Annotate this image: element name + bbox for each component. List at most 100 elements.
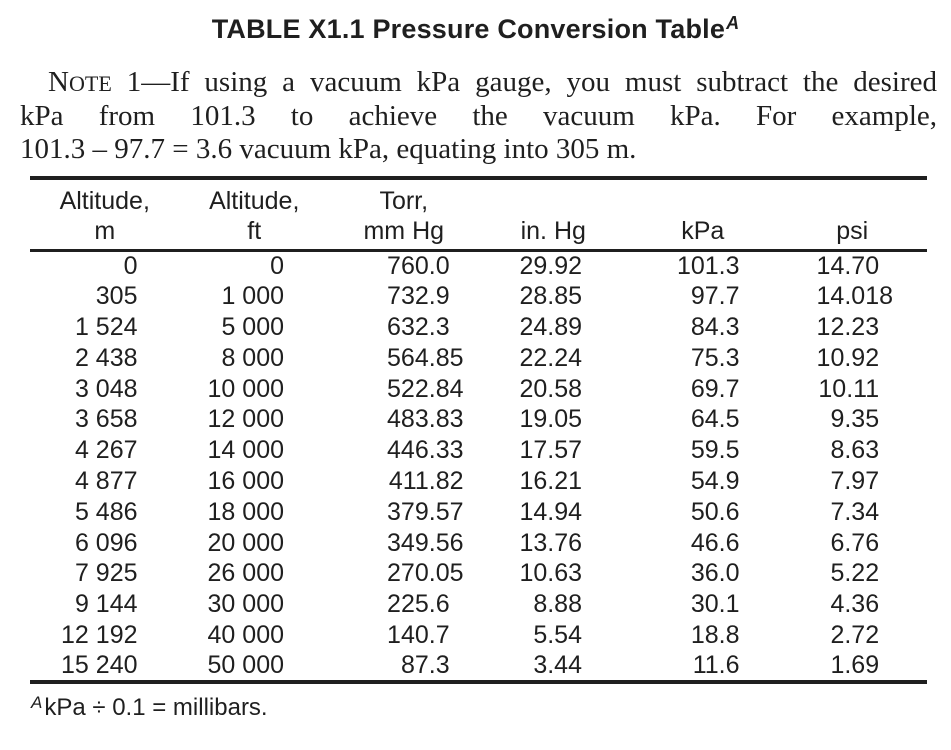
cell-value: 10 000 <box>207 374 284 403</box>
table-cell: 75.3 <box>628 343 778 374</box>
note-lead-in: 1— <box>111 66 171 98</box>
cell-value: 7.97 <box>830 466 880 495</box>
table-cell: 10 000 <box>180 374 330 405</box>
cell-value: 17.57 <box>519 436 582 465</box>
note-paragraph: NOTE 1—If using a vacuum kPa gauge, you … <box>20 66 937 166</box>
cell-value: 483.83 <box>387 405 464 434</box>
cell-value: 6.76 <box>830 528 880 557</box>
cell-value: 8.63 <box>830 436 880 465</box>
cell-value: 18 000 <box>207 497 284 526</box>
table-cell: 3.44 <box>479 651 629 682</box>
cell-value: 7.34 <box>830 497 880 526</box>
cell-value: 14.94 <box>519 497 582 526</box>
table-cell: 50.6 <box>628 497 778 528</box>
table-row: 15 240 50 000 87.3 3.44 11.6 1.69 <box>30 651 927 682</box>
table-footnote: AkPa ÷ 0.1 = millibars. <box>31 693 268 722</box>
table-cell: 5.22 <box>778 558 928 589</box>
pressure-conversion-table-wrap: Altitude, m Altitude, ft Torr, mm Hg in. Hg kPa… <box>30 176 927 684</box>
cell-value: 29.92 <box>519 252 582 281</box>
cell-value: 379.57 <box>387 497 464 526</box>
table-row: 2 438 8 000 564.85 22.24 75.3 10.92 <box>30 343 927 374</box>
cell-value: 10.11 <box>818 374 880 403</box>
table-header-row: Altitude, m Altitude, ft Torr, mm Hg in. Hg kPa… <box>30 178 927 252</box>
cell-value: 632.3 <box>387 312 450 341</box>
table-cell: 0 <box>30 251 180 282</box>
cell-value: 760.0 <box>387 252 450 281</box>
cell-value: 5.54 <box>533 620 582 649</box>
table-cell: 17.57 <box>479 435 629 466</box>
cell-value: 14.018 <box>816 282 893 311</box>
cell-value: 50.6 <box>690 497 740 526</box>
cell-value: 10.92 <box>816 343 880 372</box>
cell-value: 349.56 <box>387 528 464 557</box>
cell-value: 64.5 <box>690 405 740 434</box>
table-cell: 87.3 <box>329 651 479 682</box>
table-cell: 97.7 <box>628 281 778 312</box>
table-cell: 13.76 <box>479 528 629 559</box>
column-header-6: psi <box>777 178 927 252</box>
cell-value: 30.1 <box>690 590 740 619</box>
table-cell: 4 267 <box>30 435 180 466</box>
table-cell: 14.94 <box>479 497 629 528</box>
column-header-line: Altitude, <box>209 187 300 215</box>
cell-value: 2.72 <box>830 620 880 649</box>
cell-value: 8.88 <box>533 590 582 619</box>
table-cell: 1.69 <box>778 651 928 682</box>
cell-value: 12 000 <box>207 405 284 434</box>
column-header-2: Altitude, ft <box>179 178 329 252</box>
table-cell: 7 925 <box>30 558 180 589</box>
table-row: 0 0 760.0 29.92 101.3 14.70 <box>30 251 927 282</box>
table-row: 1 524 5 000 632.3 24.89 84.3 12.23 <box>30 312 927 343</box>
table-cell: 522.84 <box>329 374 479 405</box>
table-cell: 22.24 <box>479 343 629 374</box>
column-header-line: ft <box>247 217 262 245</box>
table-cell: 7.34 <box>778 497 928 528</box>
table-cell: 3 048 <box>30 374 180 405</box>
cell-value: 20.58 <box>519 374 582 403</box>
cell-value: 20 000 <box>207 528 284 557</box>
cell-value: 1.69 <box>830 650 880 679</box>
table-row: 7 925 26 000 270.05 10.63 36.0 5.22 <box>30 558 927 589</box>
table-cell: 1 524 <box>30 312 180 343</box>
footnote-text: kPa ÷ 0.1 = millibars. <box>44 694 268 721</box>
table-cell: 5.54 <box>479 620 629 651</box>
table-title-footnote-marker: A <box>726 13 740 33</box>
cell-value: 30 000 <box>207 590 284 619</box>
table-cell: 446.33 <box>329 435 479 466</box>
cell-value: 0 <box>123 252 138 281</box>
table-row: 4 877 16 000 411.82 16.21 54.9 7.97 <box>30 466 927 497</box>
cell-value: 101.3 <box>676 252 740 281</box>
table-cell: 349.56 <box>329 528 479 559</box>
note-label-cap: N <box>48 66 69 98</box>
table-cell: 483.83 <box>329 404 479 435</box>
cell-value: 732.9 <box>387 282 450 311</box>
cell-value: 22.24 <box>519 343 582 372</box>
table-row: 6 096 20 000 349.56 13.76 46.6 6.76 <box>30 528 927 559</box>
table-cell: 5 000 <box>180 312 330 343</box>
column-header-3: Torr, mm Hg <box>329 178 479 252</box>
note-line-1-text: If using a vacuum kPa gauge, you must su… <box>170 66 938 98</box>
table-cell: 20 000 <box>180 528 330 559</box>
column-header-line: mm Hg <box>363 217 445 245</box>
cell-value: 16 000 <box>207 466 284 495</box>
table-cell: 225.6 <box>329 589 479 620</box>
cell-value: 270.05 <box>387 559 464 588</box>
table-cell: 15 240 <box>30 651 180 682</box>
pressure-conversion-table: Altitude, m Altitude, ft Torr, mm Hg in. Hg kPa… <box>30 176 927 684</box>
cell-value: 26 000 <box>207 559 284 588</box>
table-cell: 270.05 <box>329 558 479 589</box>
table-row: 3 658 12 000 483.83 19.05 64.5 9.35 <box>30 404 927 435</box>
table-cell: 5 486 <box>30 497 180 528</box>
table-cell: 564.85 <box>329 343 479 374</box>
cell-value: 13.76 <box>519 528 582 557</box>
table-cell: 14.70 <box>778 251 928 282</box>
note-label: NOTE <box>48 66 112 98</box>
cell-value: 522.84 <box>387 374 464 403</box>
cell-value: 5 486 <box>74 497 138 526</box>
note-line-1: NOTE 1—If using a vacuum kPa gauge, you … <box>20 66 937 100</box>
cell-value: 0 <box>270 252 284 281</box>
table-cell: 36.0 <box>628 558 778 589</box>
table-row: 3 048 10 000 522.84 20.58 69.7 10.11 <box>30 374 927 405</box>
cell-value: 4 267 <box>74 436 138 465</box>
table-cell: 760.0 <box>329 251 479 282</box>
